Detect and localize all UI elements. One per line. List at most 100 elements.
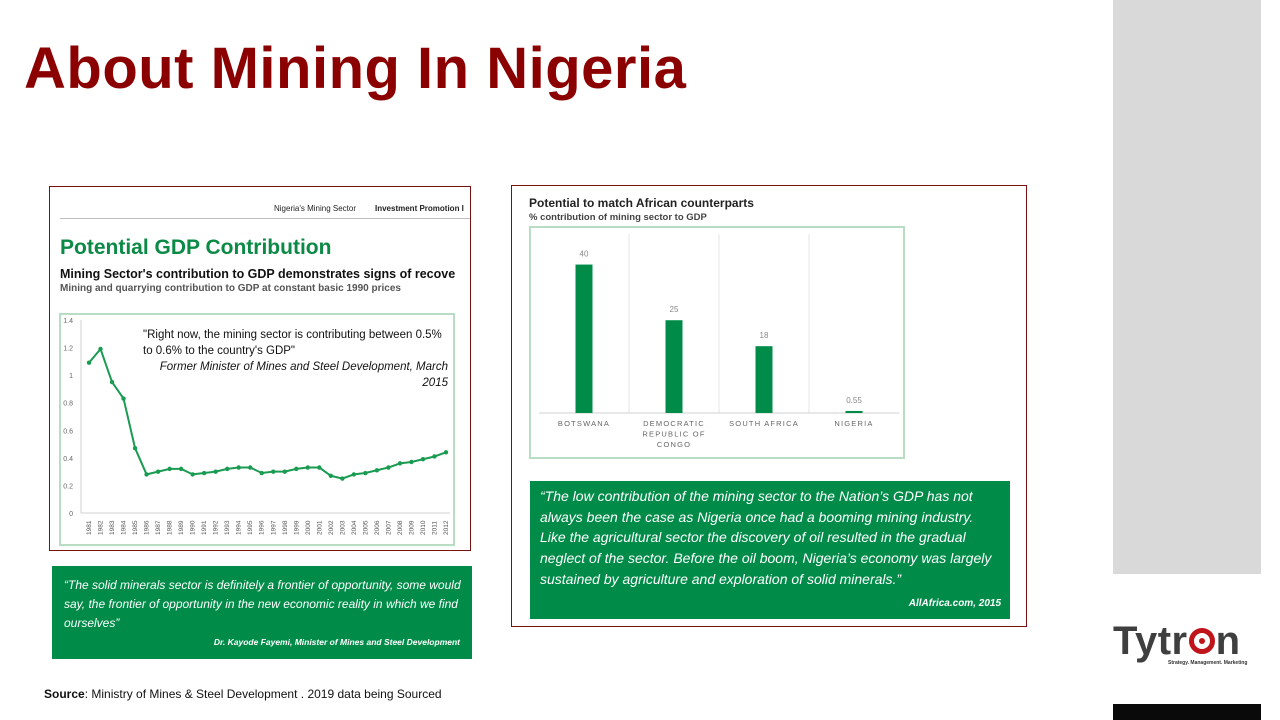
report-header-title: Investment Promotion I bbox=[375, 204, 464, 213]
x-tick-label: 1989 bbox=[178, 520, 185, 535]
bar-value-label: 40 bbox=[580, 250, 589, 259]
minister-quote: "Right now, the mining sector is contrib… bbox=[143, 327, 448, 391]
fayemi-quote-attribution: Dr. Kayode Fayemi, Minister of Mines and… bbox=[213, 637, 460, 647]
x-tick-label: 2010 bbox=[420, 520, 427, 535]
x-tick-label: 1990 bbox=[190, 520, 197, 535]
y-tick-label: 0.8 bbox=[63, 401, 73, 408]
logo-tagline: Strategy. Management. Marketing bbox=[1168, 660, 1248, 666]
source-note: Source: Ministry of Mines & Steel Develo… bbox=[44, 687, 442, 701]
bar-chart-frame: 40 BOTSWANA 25 DEMOCRATIC REPUBLIC OF CONGO 18… bbox=[529, 226, 905, 459]
category-label: BOTSWANA bbox=[558, 419, 610, 428]
gdp-contribution-panel: Nigeria's Mining Sector Investment Promo… bbox=[49, 186, 471, 551]
x-tick-label: 2002 bbox=[328, 520, 335, 535]
x-tick-label: 1985 bbox=[132, 520, 139, 535]
bar bbox=[575, 264, 593, 413]
data-point bbox=[294, 466, 299, 472]
bottom-decorative-bar bbox=[1113, 704, 1261, 720]
category-label: CONGO bbox=[657, 440, 691, 449]
x-tick-label: 1986 bbox=[144, 520, 151, 535]
category-label: NIGERIA bbox=[834, 419, 873, 428]
logo-target-icon bbox=[1188, 628, 1215, 655]
bar-value-label: 25 bbox=[670, 305, 679, 314]
bar-value-label: 0.55 bbox=[846, 396, 862, 405]
x-tick-label: 2008 bbox=[397, 520, 404, 535]
x-tick-label: 1991 bbox=[201, 520, 208, 535]
fayemi-quote-box: “The solid minerals sector is definitely… bbox=[52, 566, 472, 659]
y-tick-label: 1 bbox=[69, 373, 73, 380]
x-tick-label: 1983 bbox=[109, 520, 116, 535]
bar bbox=[755, 346, 773, 413]
x-tick-label: 2007 bbox=[385, 520, 392, 535]
x-tick-label: 1992 bbox=[213, 520, 220, 535]
data-point bbox=[224, 466, 230, 472]
bar-value-label: 18 bbox=[760, 331, 769, 340]
category-label: REPUBLIC OF bbox=[642, 430, 705, 439]
data-point bbox=[213, 469, 218, 474]
data-point bbox=[340, 476, 345, 481]
data-point bbox=[121, 396, 126, 401]
data-point bbox=[86, 360, 92, 365]
fayemi-quote-text: “The solid minerals sector is definitely… bbox=[64, 578, 461, 630]
report-header: Nigeria's Mining Sector Investment Promo… bbox=[60, 202, 470, 219]
logo-text-a: Tytr bbox=[1113, 619, 1188, 663]
tytron-logo: Tytr n Strategy. Management. Marketing bbox=[1113, 618, 1253, 668]
allafrica-quote-attribution: AllAfrica.com, 2015 bbox=[908, 598, 1001, 609]
logo-text-b: n bbox=[1215, 619, 1241, 663]
y-tick-label: 0.2 bbox=[63, 483, 73, 490]
x-tick-label: 2001 bbox=[316, 520, 323, 535]
data-point bbox=[155, 469, 161, 474]
x-tick-label: 1993 bbox=[224, 520, 231, 535]
x-tick-label: 1998 bbox=[282, 520, 289, 535]
gdp-line-chart: 0 0.2 0.4 0.6 0.8 1 1.2 1.4 1981 1982 1983 1984 1985… bbox=[63, 318, 450, 535]
data-point bbox=[109, 379, 115, 385]
right-decorative-band bbox=[1113, 0, 1261, 574]
data-point bbox=[432, 454, 437, 459]
data-point bbox=[386, 465, 391, 470]
x-tick-label: 2012 bbox=[443, 520, 450, 535]
data-point bbox=[201, 470, 207, 476]
allafrica-quote-text: “The low contribution of the mining sect… bbox=[540, 488, 992, 587]
data-point bbox=[351, 472, 357, 477]
data-point bbox=[409, 459, 414, 465]
data-point bbox=[317, 465, 322, 470]
allafrica-quote-box: “The low contribution of the mining sect… bbox=[530, 481, 1010, 619]
data-point bbox=[282, 469, 287, 474]
data-point bbox=[190, 472, 195, 477]
data-point bbox=[328, 473, 334, 478]
x-tick-label: 2006 bbox=[374, 520, 381, 535]
slide-title: About Mining In Nigeria bbox=[24, 36, 687, 101]
x-tick-label: 2000 bbox=[305, 520, 312, 535]
x-tick-label: 1997 bbox=[270, 520, 277, 535]
gdp-line-chart-frame: 0 0.2 0.4 0.6 0.8 1 1.2 1.4 1981 1982 1983 1984 1985… bbox=[59, 313, 455, 546]
panel-title: Potential GDP Contribution bbox=[60, 236, 332, 259]
y-tick-label: 1.4 bbox=[63, 318, 73, 325]
category-label: DEMOCRATIC bbox=[643, 419, 705, 428]
data-point bbox=[248, 465, 253, 470]
data-point bbox=[236, 465, 241, 470]
y-tick-label: 0 bbox=[69, 511, 73, 518]
panel-subtitle-2: Mining and quarrying contribution to GDP… bbox=[60, 283, 401, 294]
data-point bbox=[397, 461, 403, 466]
y-tick-label: 1.2 bbox=[63, 346, 73, 353]
data-point bbox=[178, 466, 184, 472]
data-point bbox=[98, 346, 103, 352]
x-tick-label: 1987 bbox=[155, 520, 162, 535]
x-tick-label: 1988 bbox=[167, 520, 174, 535]
x-tick-label: 2004 bbox=[351, 520, 358, 535]
x-tick-label: 1999 bbox=[293, 520, 300, 535]
minister-quote-attribution: Former Minister of Mines and Steel Devel… bbox=[159, 361, 448, 389]
category-label: SOUTH AFRICA bbox=[729, 419, 799, 428]
x-tick-label: 2011 bbox=[431, 521, 438, 535]
bar bbox=[665, 320, 683, 413]
data-point bbox=[363, 470, 368, 476]
data-point bbox=[305, 465, 311, 470]
bar bbox=[845, 410, 863, 413]
african-counterparts-panel: Potential to match African counterparts … bbox=[511, 185, 1027, 627]
data-point bbox=[443, 450, 449, 455]
x-tick-label: 1981 bbox=[86, 520, 93, 535]
data-point bbox=[271, 469, 276, 474]
panel-title: Potential to match African counterparts bbox=[529, 196, 754, 210]
x-tick-label: 2003 bbox=[339, 520, 346, 535]
data-point bbox=[374, 468, 380, 473]
